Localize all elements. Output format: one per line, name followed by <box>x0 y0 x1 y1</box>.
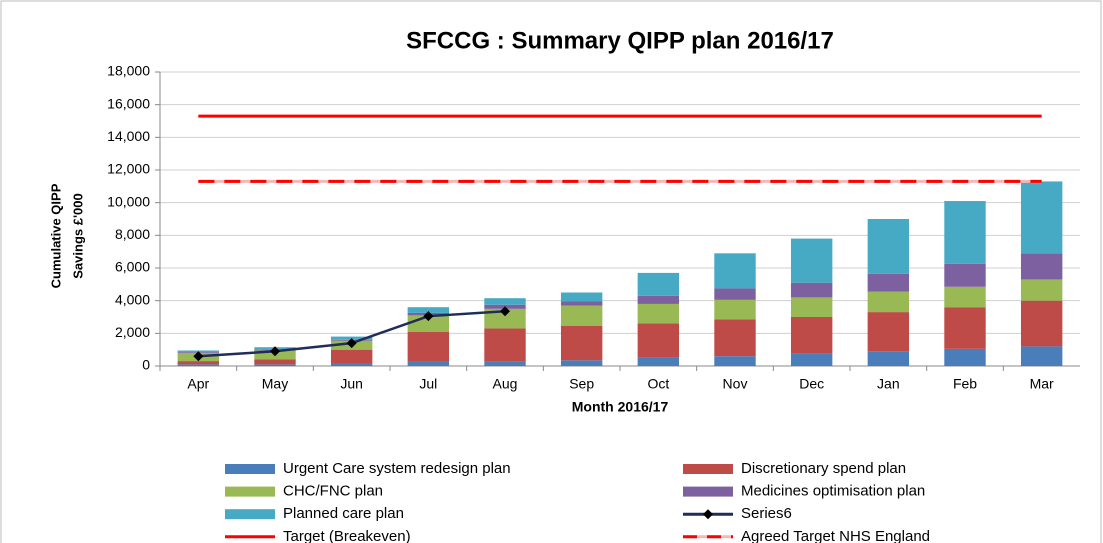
legend-swatch <box>683 464 733 474</box>
bar-segment <box>637 357 680 366</box>
bar-segment <box>637 272 680 296</box>
bar-segment <box>867 351 910 366</box>
x-tick-label: Feb <box>953 376 977 392</box>
y-axis-label: Savings £'000 <box>70 193 85 278</box>
legend-label: Planned care plan <box>283 505 404 522</box>
bar-segment <box>330 363 373 366</box>
bar-segment <box>790 282 833 298</box>
series-marker <box>423 311 434 322</box>
bar-segment <box>1020 253 1063 280</box>
x-tick-label: Oct <box>647 376 669 392</box>
bar-segment <box>1020 279 1063 301</box>
bar-segment <box>790 238 833 283</box>
bar-segment <box>560 292 603 302</box>
bar-segment <box>1020 181 1063 254</box>
bar-segment <box>714 356 756 366</box>
bar-segment <box>254 359 296 365</box>
bar-segment <box>177 364 220 366</box>
bar-segment <box>177 361 220 365</box>
y-tick-label: 2,000 <box>115 324 150 340</box>
bar-segment <box>714 299 756 320</box>
y-tick-label: 4,000 <box>115 291 150 307</box>
x-tick-label: Dec <box>799 376 824 392</box>
bar-segment <box>254 364 296 366</box>
y-tick-label: 8,000 <box>115 226 150 242</box>
legend-label: CHC/FNC plan <box>283 483 383 500</box>
x-axis-label: Month 2016/17 <box>572 399 669 415</box>
x-tick-label: Jun <box>340 376 363 392</box>
series-marker <box>270 346 280 357</box>
bar-segment <box>560 360 603 366</box>
x-tick-label: Aug <box>493 376 518 392</box>
x-tick-label: Jan <box>877 376 900 392</box>
bar-segment <box>790 317 833 354</box>
bar-segment <box>944 307 986 349</box>
bar-segment <box>484 298 526 305</box>
y-tick-label: 12,000 <box>107 161 150 177</box>
bar-segment <box>484 328 526 362</box>
legend-marker <box>703 509 713 520</box>
bar-segment <box>944 263 986 287</box>
bar-segment <box>407 307 450 313</box>
x-tick-label: Apr <box>187 376 209 392</box>
bar-segment <box>790 297 833 317</box>
y-tick-label: 16,000 <box>107 95 150 111</box>
legend-label: Medicines optimisation plan <box>741 483 925 500</box>
bar-segment <box>714 319 756 357</box>
legend-label: Series6 <box>741 505 792 522</box>
bar-segment <box>944 286 986 308</box>
y-tick-label: 10,000 <box>107 193 150 209</box>
x-tick-label: May <box>262 376 288 392</box>
bar-segment <box>867 273 910 292</box>
x-tick-label: Mar <box>1030 376 1054 392</box>
legend-swatch <box>683 486 733 497</box>
bar-segment <box>637 323 680 358</box>
bar-segment <box>560 325 603 361</box>
bar-segment <box>407 361 450 366</box>
legend-label: Urgent Care system redesign plan <box>283 460 511 477</box>
legend-swatch <box>225 509 275 520</box>
series-marker <box>346 338 357 349</box>
bar-segment <box>407 331 450 362</box>
y-tick-label: 0 <box>142 357 150 373</box>
bar-segment <box>1020 300 1063 347</box>
y-tick-label: 18,000 <box>107 63 150 79</box>
bar-segment <box>867 219 910 274</box>
y-tick-label: 6,000 <box>115 259 150 275</box>
chart-title: SFCCG : Summary QIPP plan 2016/17 <box>406 27 834 54</box>
bar-segment <box>790 353 833 366</box>
legend-swatch <box>225 464 275 474</box>
bar-segment <box>637 295 680 304</box>
bar-segment <box>484 308 526 329</box>
bar-segment <box>330 349 373 364</box>
bar-segment <box>944 348 986 366</box>
series-marker <box>193 351 204 362</box>
bar-segment <box>560 301 603 306</box>
y-axis-label: Cumulative QIPP <box>48 183 63 288</box>
legend-label: Discretionary spend plan <box>741 460 906 477</box>
legend-label: Target (Breakeven) <box>283 528 411 543</box>
legend-label: Agreed Target NHS England <box>741 528 930 543</box>
bar-segment <box>714 253 756 289</box>
bar-segment <box>637 303 680 324</box>
bar-segment <box>714 288 756 300</box>
legend-swatch <box>225 486 275 497</box>
bar-segment <box>1020 346 1063 366</box>
bar-segment <box>484 361 526 366</box>
series-marker <box>500 306 510 317</box>
bar-segment <box>560 305 603 326</box>
y-tick-label: 14,000 <box>107 128 150 144</box>
bar-segment <box>867 291 910 313</box>
x-tick-label: Jul <box>419 376 437 392</box>
x-tick-label: Nov <box>723 376 748 392</box>
bar-segment <box>867 312 910 352</box>
bar-segment <box>944 201 986 264</box>
x-tick-label: Sep <box>569 376 594 392</box>
